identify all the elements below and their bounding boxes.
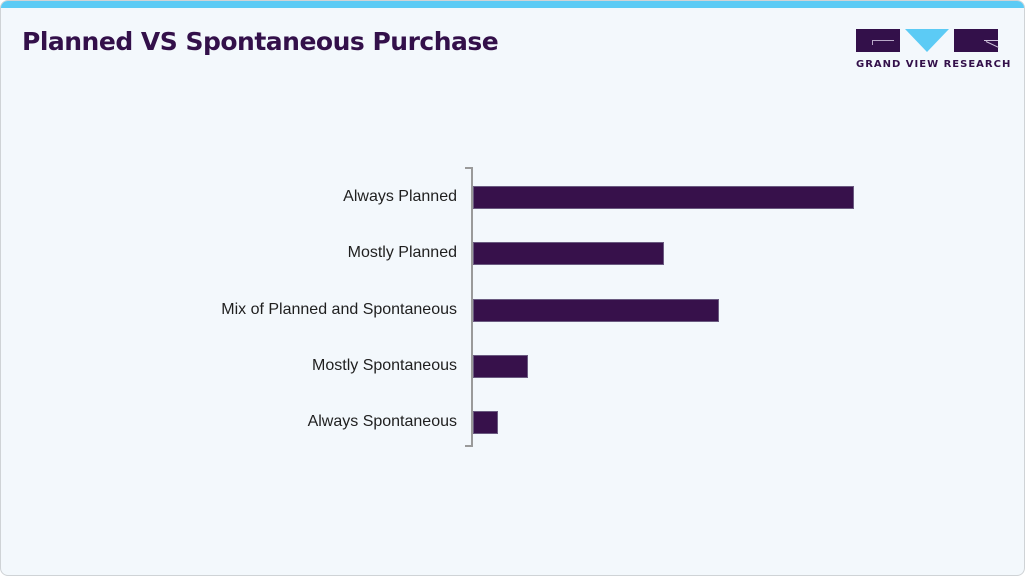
gvr-logo: GRAND VIEW RESEARCH [856, 29, 1010, 71]
logo-g-block [856, 29, 900, 52]
axis-tick-top [465, 167, 472, 169]
category-label: Mostly Planned [347, 244, 457, 261]
logo-v-triangle [905, 29, 949, 52]
logo-text: GRAND VIEW RESEARCH [856, 59, 1012, 70]
category-label: Mix of Planned and Spontaneous [221, 301, 457, 318]
gvr-logo-icon [856, 29, 999, 52]
bar [473, 411, 498, 434]
category-label: Always Planned [343, 188, 457, 205]
accent-top-bar [1, 1, 1024, 8]
category-label: Always Spontaneous [307, 413, 457, 430]
y-axis-line [471, 167, 473, 447]
bar [473, 242, 664, 265]
chart-title: Planned VS Spontaneous Purchase [22, 27, 499, 56]
category-label: Mostly Spontaneous [312, 357, 457, 374]
bar [473, 355, 528, 378]
bar [473, 299, 719, 322]
bar [473, 186, 854, 209]
axis-tick-bottom [465, 445, 472, 447]
logo-r-block [954, 29, 999, 52]
